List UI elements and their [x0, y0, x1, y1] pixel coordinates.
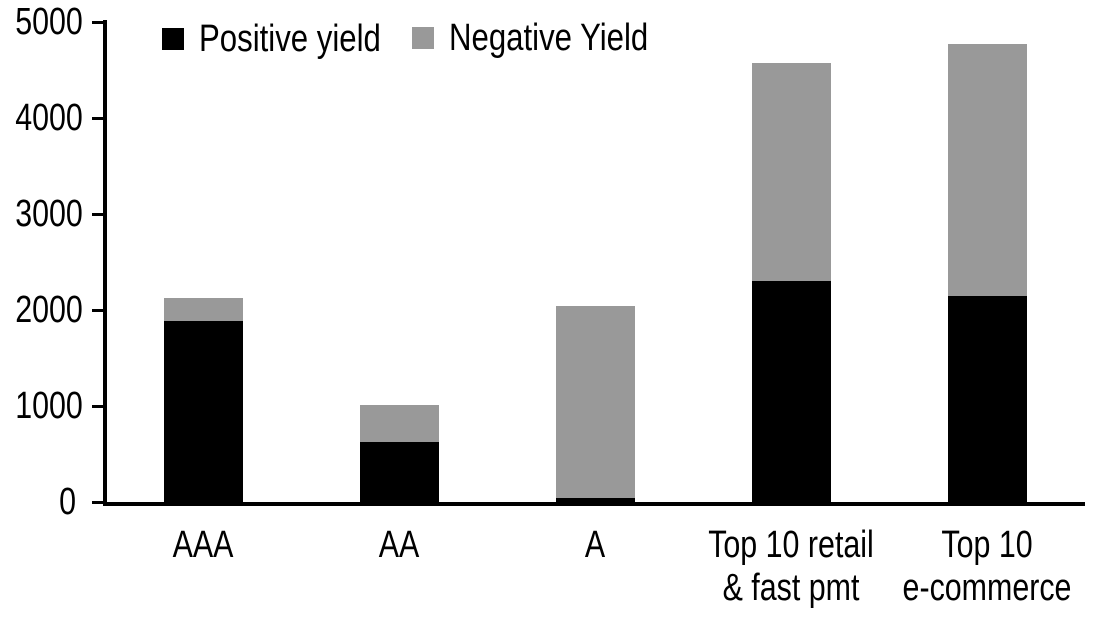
y-axis-tick-label: 0 — [59, 481, 76, 523]
legend-item-negative-yield: Negative Yield — [412, 19, 692, 57]
y-axis-tick-label: 3000 — [15, 193, 83, 235]
bar-segment-negative-yield-aa — [360, 405, 439, 442]
bar-segment-negative-yield-aaa — [164, 298, 243, 321]
y-axis-tick — [92, 501, 105, 504]
bar-segment-negative-yield-top-10 — [948, 44, 1027, 296]
legend-item-positive-yield: Positive yield — [162, 20, 421, 58]
y-axis-tick — [92, 21, 105, 24]
legend-swatch-negative-yield-icon — [412, 27, 434, 49]
y-axis-tick-label: 5000 — [15, 1, 83, 43]
legend-swatch-positive-yield-icon — [162, 28, 184, 50]
x-axis-category-label-top-10-retail: Top 10 retail & fast pmt — [708, 524, 874, 609]
x-axis-category-label-aa: AA — [378, 524, 420, 566]
bar-segment-negative-yield-top-10-retail — [752, 63, 831, 281]
x-axis-category-label-top-10: Top 10 e-commerce — [902, 524, 1072, 609]
legend-label-negative-yield: Negative Yield — [449, 17, 649, 59]
bar-segment-positive-yield-aaa — [164, 321, 243, 502]
bar-segment-positive-yield-aa — [360, 442, 439, 502]
x-axis-category-label-a: A — [584, 524, 606, 566]
y-axis-tick — [92, 117, 105, 120]
y-axis-tick-label: 2000 — [15, 289, 83, 331]
y-axis-tick — [92, 405, 105, 408]
legend-label-positive-yield: Positive yield — [199, 18, 381, 60]
bar-segment-positive-yield-top-10 — [948, 296, 1027, 502]
x-axis-line — [103, 502, 1085, 506]
bar-segment-positive-yield-a — [556, 498, 635, 502]
bar-segment-negative-yield-a — [556, 306, 635, 498]
y-axis-line — [103, 20, 107, 506]
y-axis-tick — [92, 309, 105, 312]
y-axis-tick — [92, 213, 105, 216]
y-axis-tick-label: 4000 — [15, 97, 83, 139]
x-axis-category-label-aaa: AAA — [172, 524, 234, 566]
y-axis-tick-label: 1000 — [15, 385, 83, 427]
bar-segment-positive-yield-top-10-retail — [752, 281, 831, 502]
